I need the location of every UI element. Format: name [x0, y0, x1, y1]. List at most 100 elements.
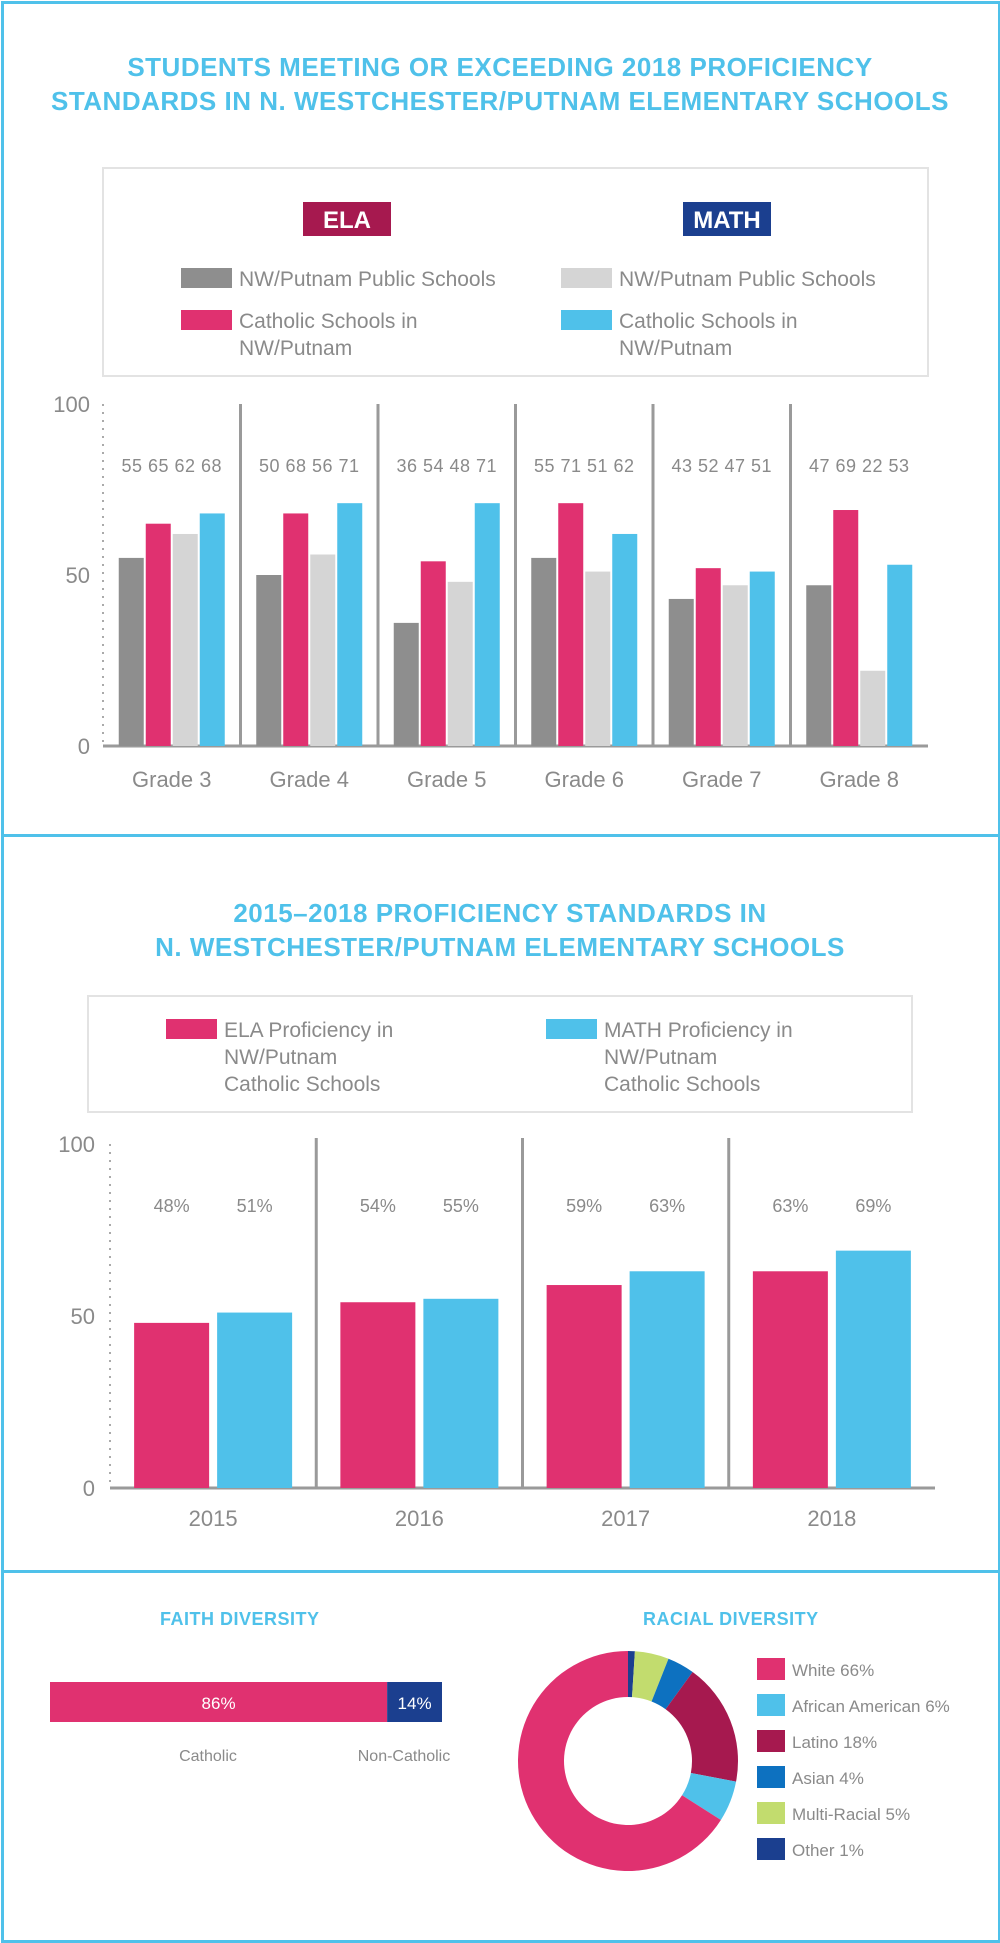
grade-chart-title-line-1: STUDENTS MEETING OR EXCEEDING 2018 PROFI… — [127, 52, 873, 82]
legend-swatch-2 — [546, 1019, 597, 1039]
legend-box — [102, 167, 929, 377]
faith-segment-value: 14% — [398, 1694, 432, 1713]
x-tick-label: 2016 — [395, 1506, 444, 1531]
legend-swatch-1 — [181, 268, 232, 288]
legend-label-1: Catholic Schools — [224, 1073, 380, 1096]
bar-grade-7-4 — [749, 571, 775, 746]
y-tick-label: 0 — [83, 1476, 95, 1501]
legend-label-1: ELA Proficiency in — [224, 1019, 393, 1042]
bar-2018-2 — [835, 1250, 911, 1488]
racial-legend-label: African American 6% — [792, 1697, 950, 1716]
racial-legend-label: White 66% — [792, 1661, 874, 1680]
bar-2017-1 — [546, 1285, 622, 1488]
bar-grade-3-4 — [199, 513, 225, 746]
trend-chart-title-line-1: 2015–2018 PROFICIENCY STANDARDS IN — [233, 898, 767, 928]
bar-grade-8-1 — [806, 585, 832, 746]
x-tick-label: Grade 7 — [682, 767, 762, 792]
racial-legend-label: Multi-Racial 5% — [792, 1805, 910, 1824]
legend-label-2: Catholic Schools in — [239, 310, 418, 333]
bar-grade-6-3 — [585, 571, 611, 746]
bar-2015-2 — [217, 1312, 293, 1488]
bar-grade-8-2 — [833, 510, 859, 746]
legend-box — [87, 995, 913, 1113]
x-tick-label: 2018 — [807, 1506, 856, 1531]
bar-grade-3-2 — [145, 523, 171, 746]
faith-segment-label: Catholic — [179, 1748, 237, 1765]
faith-segment-value: 86% — [202, 1694, 236, 1713]
section-divider-1 — [1, 834, 1000, 837]
legend-label-2: Catholic Schools — [604, 1073, 760, 1096]
math-badge — [683, 202, 771, 236]
bar-grade-3-3 — [172, 533, 198, 746]
donut-slice-asian — [651, 1658, 693, 1710]
x-tick-label: Grade 6 — [545, 767, 625, 792]
bar-grade-4-1 — [256, 575, 282, 746]
y-tick-label: 50 — [66, 563, 90, 588]
faith-segment-non-catholic — [387, 1682, 442, 1722]
bar-value-label: 63% — [772, 1196, 808, 1216]
y-tick-label: 100 — [53, 392, 90, 417]
legend-label-2: NW/Putnam — [604, 1046, 717, 1069]
bar-value-labels: 43 52 47 51 — [671, 456, 772, 476]
bar-2016-2 — [423, 1298, 499, 1488]
racial-legend-swatch — [757, 1730, 785, 1752]
bar-value-label: 48% — [154, 1196, 190, 1216]
legend-swatch-2 — [181, 310, 232, 330]
bar-grade-8-3 — [860, 670, 886, 746]
grade-chart-title-line-2: STANDARDS IN N. WESTCHESTER/PUTNAM ELEME… — [50, 86, 949, 116]
bar-value-labels: 47 69 22 53 — [809, 456, 910, 476]
donut-slice-white — [517, 1651, 721, 1871]
trend-proficiency-chart: ELA Proficiency in NW/Putnam Catholic Scho… — [58, 995, 935, 1531]
bar-grade-6-2 — [558, 503, 584, 746]
racial-legend-swatch — [757, 1658, 785, 1680]
donut-slice-latino — [665, 1672, 738, 1782]
bar-value-label: 69% — [855, 1196, 891, 1216]
bar-value-label: 51% — [237, 1196, 273, 1216]
legend-swatch-1 — [166, 1019, 217, 1039]
bar-value-label: 63% — [649, 1196, 685, 1216]
bar-grade-5-4 — [474, 503, 500, 746]
ela-badge — [303, 202, 391, 236]
bar-grade-7-1 — [668, 598, 694, 746]
bar-grade-6-1 — [531, 557, 557, 746]
racial-legend-label: Other 1% — [792, 1841, 864, 1860]
faith-diversity-title: FAITH DIVERSITY — [160, 1609, 320, 1629]
legend-label-3: NW/Putnam Public Schools — [619, 268, 876, 291]
grade-proficiency-chart: ELA MATH NW/Putnam Public Schools Catholic … — [53, 167, 929, 792]
trend-chart-title-line-2: N. WESTCHESTER/PUTNAM ELEMENTARY SCHOOLS — [155, 932, 845, 962]
racial-legend-label: Asian 4% — [792, 1769, 864, 1788]
legend-swatch-4 — [561, 310, 612, 330]
section-divider-2 — [1, 1570, 1000, 1573]
legend-label-2: NW/Putnam — [239, 337, 352, 360]
racial-legend-swatch — [757, 1802, 785, 1824]
x-tick-label: Grade 3 — [132, 767, 212, 792]
x-tick-label: 2017 — [601, 1506, 650, 1531]
bar-grade-7-2 — [695, 568, 721, 746]
legend-label-1: NW/Putnam Public Schools — [239, 268, 496, 291]
bar-value-labels: 36 54 48 71 — [396, 456, 497, 476]
bar-2017-2 — [629, 1271, 705, 1488]
legend-label-4: NW/Putnam — [619, 337, 732, 360]
bar-grade-5-2 — [420, 561, 446, 746]
racial-legend-label: Latino 18% — [792, 1733, 877, 1752]
bar-2015-1 — [134, 1322, 210, 1488]
y-tick-label: 100 — [58, 1132, 95, 1157]
x-tick-label: 2015 — [189, 1506, 238, 1531]
bar-grade-4-3 — [310, 554, 336, 746]
racial-diversity-title: RACIAL DIVERSITY — [643, 1609, 819, 1629]
bar-2018-1 — [752, 1271, 828, 1488]
math-badge-label: MATH — [693, 207, 761, 234]
bar-grade-4-4 — [337, 503, 363, 746]
donut-slice-multi-racial — [632, 1651, 669, 1702]
x-tick-label: Grade 4 — [270, 767, 350, 792]
faith-segment-label: Non-Catholic — [358, 1748, 450, 1765]
y-tick-label: 50 — [71, 1304, 95, 1329]
faith-segment-catholic — [50, 1682, 388, 1722]
bar-grade-3-1 — [118, 557, 144, 746]
bar-value-labels: 55 71 51 62 — [534, 456, 635, 476]
bar-grade-5-3 — [447, 581, 473, 746]
legend-label-1: NW/Putnam — [224, 1046, 337, 1069]
bar-2016-1 — [340, 1302, 416, 1488]
bar-grade-6-4 — [612, 533, 638, 746]
